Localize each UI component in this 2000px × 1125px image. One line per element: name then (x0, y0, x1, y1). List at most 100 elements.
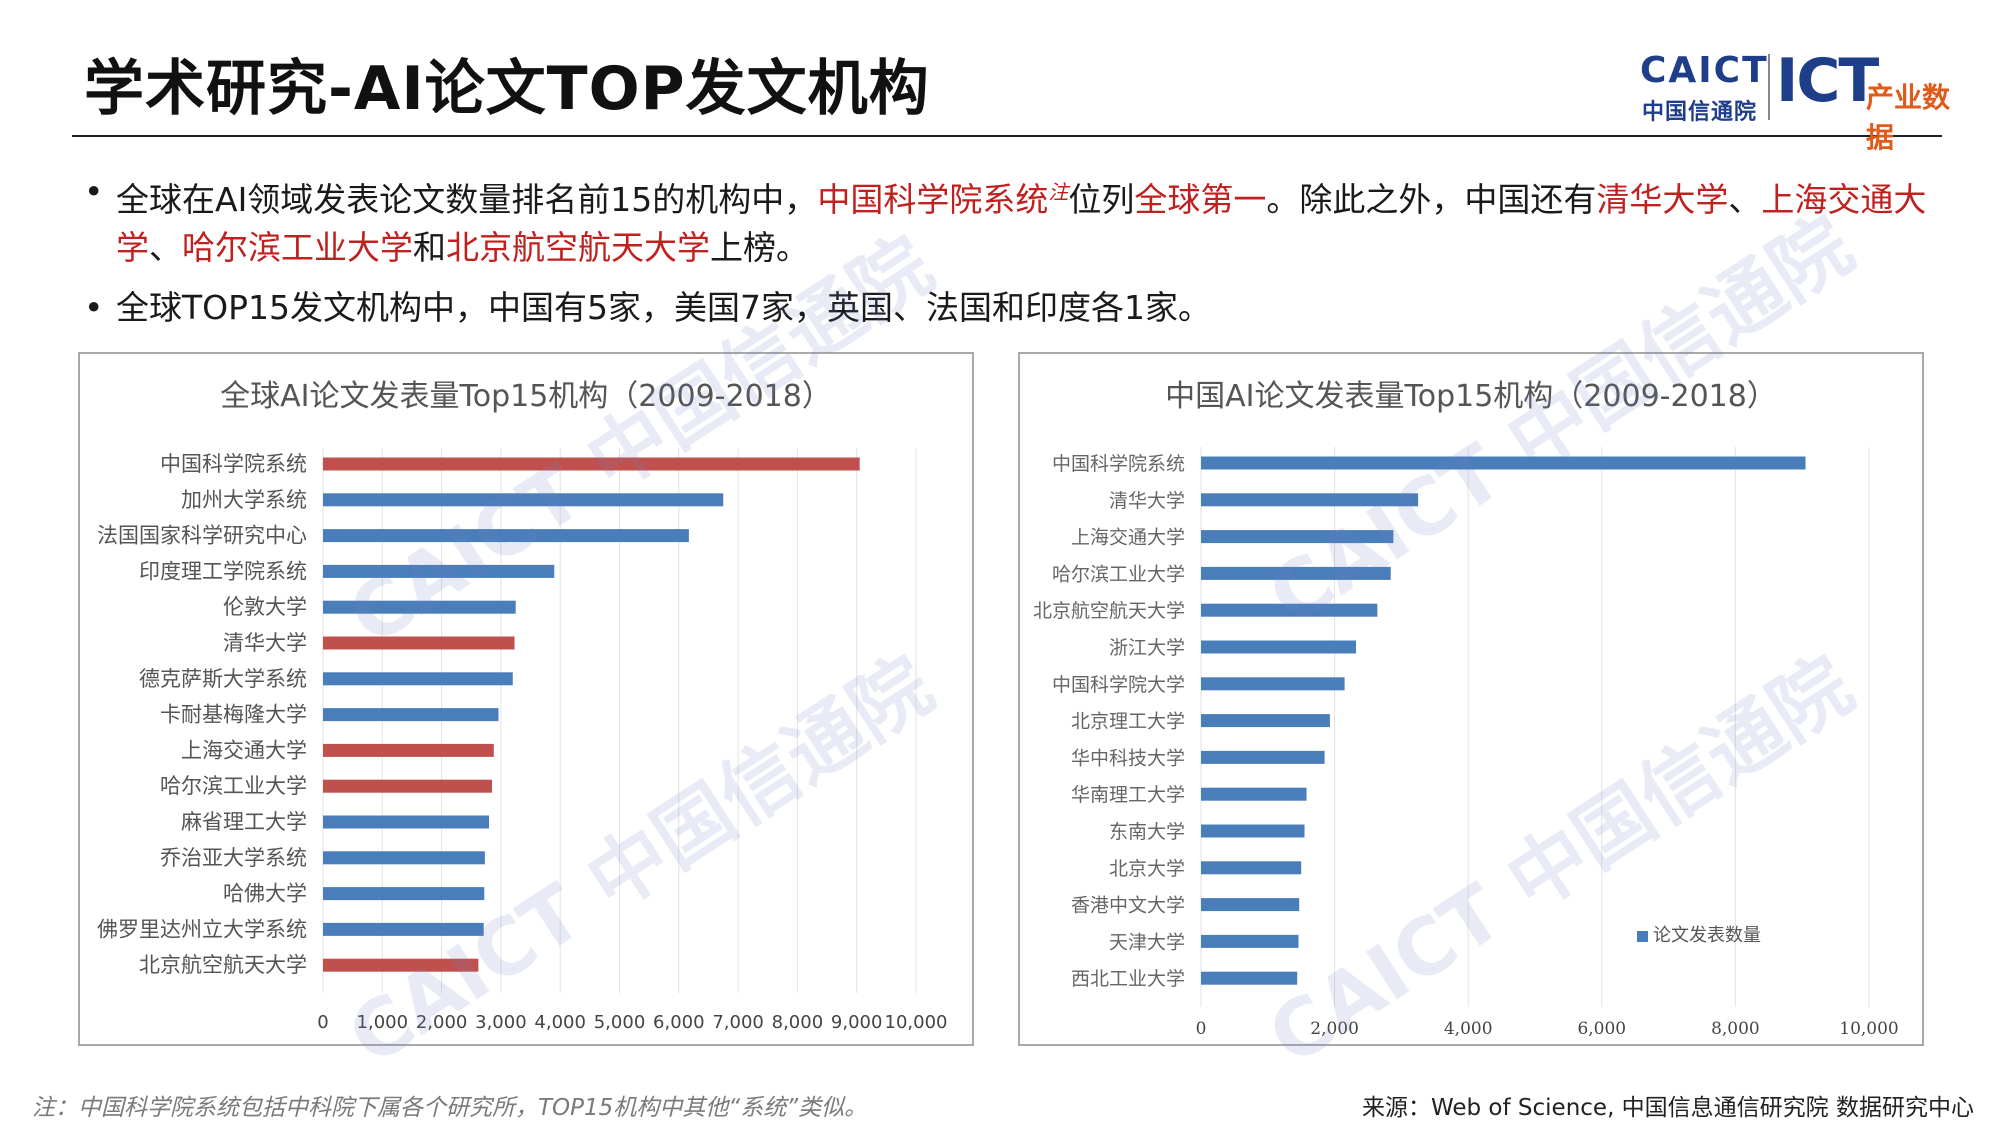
bar (323, 636, 515, 650)
x-tick-label: 0 (1196, 1019, 1207, 1039)
bullet-1-text-6: 和 (413, 228, 446, 267)
bar (1201, 456, 1806, 470)
x-tick-label: 1,000 (357, 1012, 409, 1033)
category-label: 法国国家科学研究中心 (97, 524, 307, 548)
bar (323, 743, 494, 757)
bar (323, 672, 513, 686)
title-divider (72, 135, 1942, 137)
x-tick-label: 8,000 (1711, 1019, 1760, 1039)
category-label: 麻省理工大学 (181, 810, 307, 834)
bar (1201, 603, 1378, 617)
category-label: 哈尔滨工业大学 (160, 774, 307, 798)
x-tick-label: 3,000 (475, 1012, 527, 1033)
category-label: 卡耐基梅隆大学 (160, 703, 307, 727)
logo-separator (1768, 54, 1770, 120)
category-label: 上海交通大学 (181, 738, 307, 762)
logo-caict: CAICT (1640, 50, 1769, 91)
category-label: 北京理工大学 (1071, 711, 1185, 733)
bar (323, 493, 724, 507)
bar (1201, 824, 1305, 838)
bar (323, 457, 860, 471)
bullet-1-highlight-hit: 哈尔滨工业大学 (182, 228, 413, 267)
bar (1201, 971, 1298, 985)
category-label: 哈尔滨工业大学 (1052, 563, 1185, 585)
bullet-1-highlight-first: 全球第一 (1134, 180, 1267, 219)
bullet-1-text-7: 上榜。 (710, 228, 809, 267)
logo-caict-cn: 中国信通院 (1642, 100, 1758, 125)
bullet-1-highlight-sjtu: 上海交通大学 (116, 180, 1927, 267)
legend-label: 论文发表数量 (1653, 925, 1761, 946)
category-label: 东南大学 (1109, 821, 1185, 843)
x-tick-label: 4,000 (534, 1012, 586, 1033)
category-label: 北京航空航天大学 (139, 953, 307, 977)
note-marker: 注 (1048, 180, 1069, 204)
bar (323, 600, 516, 614)
x-tick-label: 0 (317, 1012, 328, 1033)
x-tick-label: 4,000 (1444, 1019, 1493, 1039)
category-label: 北京大学 (1109, 858, 1185, 880)
bar (1201, 493, 1419, 507)
category-label: 德克萨斯大学系统 (139, 667, 307, 691)
x-tick-label: 7,000 (712, 1012, 764, 1033)
category-label: 中国科学院系统 (1052, 453, 1185, 475)
bullet-1-text-2: 位列 (1068, 180, 1135, 219)
bar (1201, 566, 1391, 580)
page-title: 学术研究-AI论文TOP发文机构 (84, 54, 930, 124)
category-label: 清华大学 (1109, 490, 1185, 512)
category-label: 佛罗里达州立大学系统 (97, 917, 307, 941)
bar (1201, 714, 1330, 728)
category-label: 华南理工大学 (1071, 784, 1185, 806)
category-label: 伦敦大学 (223, 595, 307, 619)
bullet-1-highlight-tsinghua: 清华大学 (1596, 180, 1729, 219)
bar (323, 887, 485, 901)
category-label: 清华大学 (223, 631, 307, 655)
x-tick-label: 9,000 (831, 1012, 883, 1033)
category-label: 加州大学系统 (181, 488, 307, 512)
source-note: 来源：Web of Science, 中国信息通信研究院 数据研究中心 (1361, 1095, 1974, 1121)
category-label: 天津大学 (1109, 931, 1185, 953)
x-tick-label: 2,000 (416, 1012, 468, 1033)
bullet-1: • 全球在AI领域发表论文数量排名前15的机构中，中国科学院系统注位列全球第一。… (84, 168, 1954, 272)
bullet-1-text-3: 。除此之外，中国还有 (1266, 180, 1597, 219)
category-label: 中国科学院大学 (1052, 674, 1185, 696)
x-tick-label: 10,000 (1839, 1019, 1898, 1039)
bullet-dot: • (84, 288, 104, 327)
global-bar-chart: 全球AI论文发表量Top15机构（2009-2018） 0 1,000 2,000 3… (97, 379, 948, 1033)
category-label: 北京航空航天大学 (1033, 600, 1185, 622)
logo: CAICT 中国信通院 ICT 产业数据 (1640, 46, 1970, 154)
category-label: 上海交通大学 (1071, 527, 1185, 549)
bar (323, 564, 555, 578)
chart-panel-china: 中国AI论文发表量Top15机构（2009-2018） 0 2,000 4,000 6… (1018, 352, 1924, 1046)
bullet-1-highlight-cas: 中国科学院系统 (817, 180, 1049, 219)
x-tick-label: 2,000 (1310, 1019, 1359, 1039)
bar (323, 922, 484, 936)
bar (1201, 861, 1302, 875)
bar (323, 958, 479, 972)
bullet-dot: • (84, 172, 104, 211)
logo-ict-cn: 产业数据 (1866, 81, 1951, 154)
category-label: 印度理工学院系统 (139, 559, 307, 583)
bar (1201, 640, 1356, 654)
bar (1201, 677, 1345, 691)
chart-title: 中国AI论文发表量Top15机构（2009-2018） (1165, 379, 1777, 414)
category-label: 香港中文大学 (1071, 895, 1185, 917)
bar (323, 815, 490, 829)
bullet-list: • 全球在AI领域发表论文数量排名前15的机构中，中国科学院系统注位列全球第一。… (84, 168, 1954, 344)
bar (323, 529, 689, 543)
category-label: 哈佛大学 (223, 882, 307, 906)
bullet-1-text-1: 全球在AI领域发表论文数量排名前15的机构中， (116, 180, 818, 219)
chart-panel-global: 全球AI论文发表量Top15机构（2009-2018） 0 1,000 2,000 3… (78, 352, 974, 1046)
legend-swatch (1637, 931, 1648, 942)
bullet-2-text: 全球TOP15发文机构中，中国有5家，美国7家，英国、法国和印度各1家。 (116, 288, 1212, 327)
footnote: 注：中国科学院系统包括中科院下属各个研究所，TOP15机构中其他“系统”类似。 (32, 1095, 868, 1121)
category-label: 西北工业大学 (1071, 968, 1185, 990)
bar (323, 779, 493, 793)
bar (323, 851, 485, 865)
category-label: 浙江大学 (1109, 637, 1185, 659)
bullet-1-text-4: 、 (1728, 180, 1762, 219)
bullet-1-highlight-buaa: 北京航空航天大学 (446, 228, 710, 267)
category-label: 乔治亚大学系统 (160, 846, 307, 870)
bullet-2: • 全球TOP15发文机构中，中国有5家，美国7家，英国、法国和印度各1家。 (84, 284, 1954, 332)
x-tick-label: 10,000 (885, 1012, 948, 1033)
category-label: 华中科技大学 (1071, 747, 1185, 769)
